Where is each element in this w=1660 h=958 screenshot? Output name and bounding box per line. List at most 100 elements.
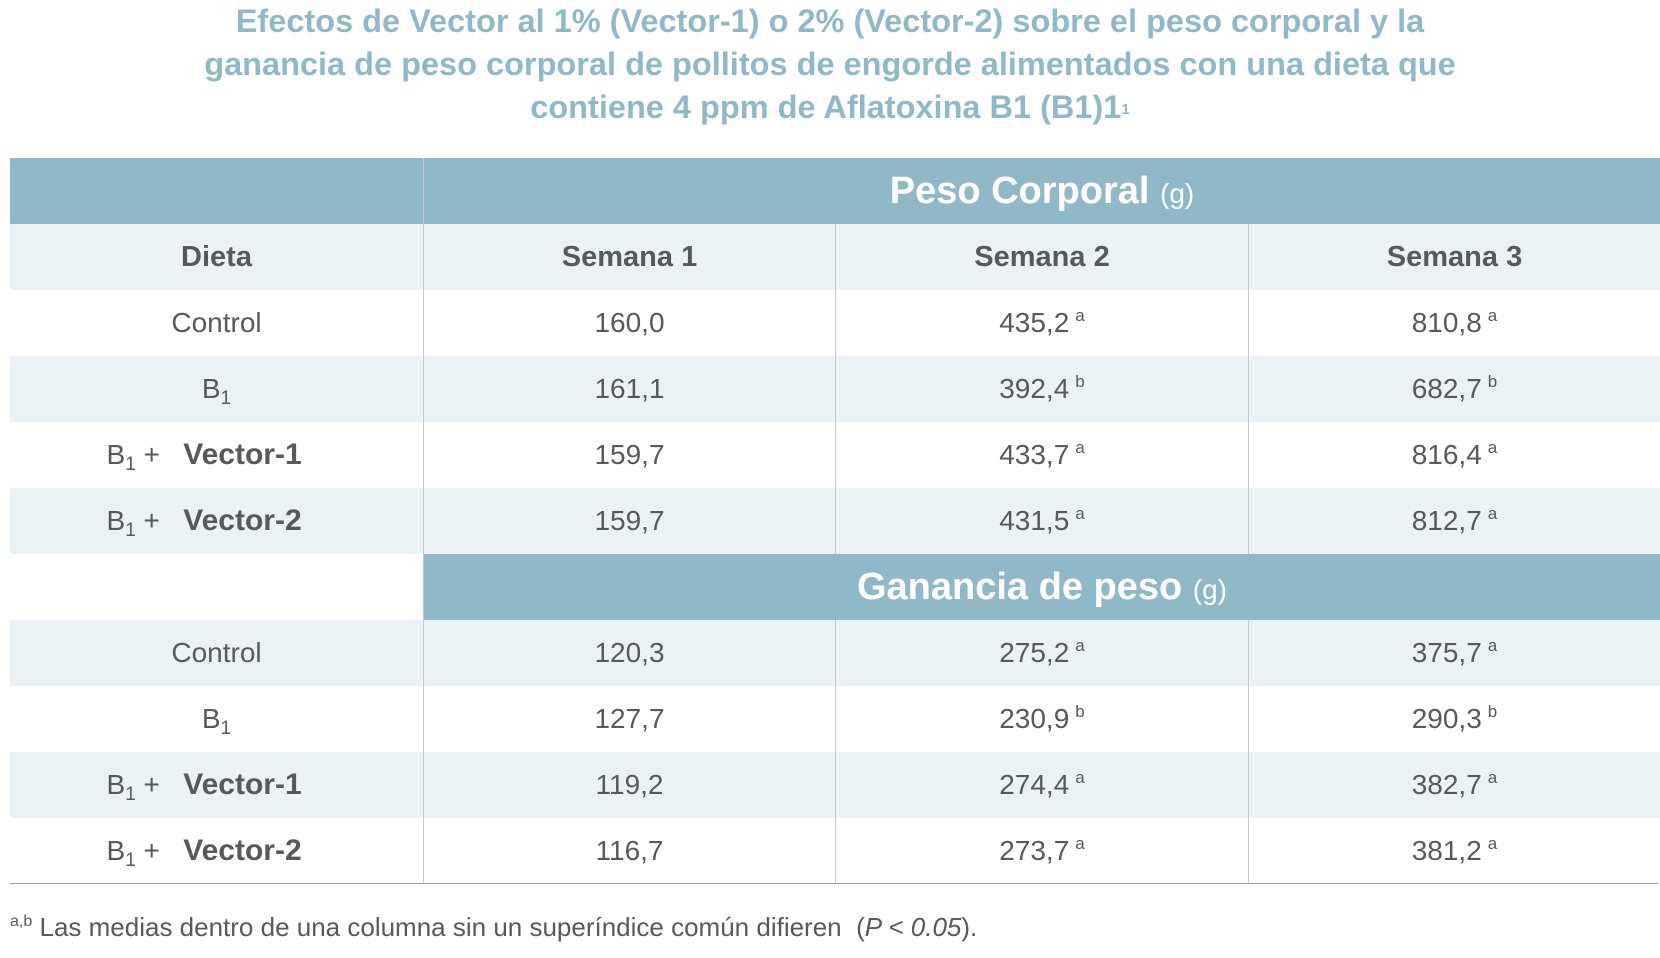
value: 392,4 — [999, 373, 1070, 404]
significance-letter: a — [1075, 636, 1085, 655]
diet-plus: + — [143, 769, 160, 800]
value: 273,7 — [999, 835, 1070, 866]
significance-letter: b — [1075, 702, 1085, 721]
table-row: B1 + Vector-2 159,7 431,5 a 812,7 a — [10, 488, 1660, 554]
diet-vector-name: Vector-1 — [183, 438, 302, 471]
diet-label-b1: B — [201, 373, 221, 404]
diet-vector-name: Vector-2 — [183, 834, 302, 867]
significance-letter: a — [1075, 834, 1085, 853]
value: 290,3 — [1411, 703, 1482, 734]
title-line-3: contiene 4 ppm de Aflatoxina B1 (B1)11 — [0, 86, 1660, 129]
diet-label-b1-vector-2: B1 + Vector-2 — [107, 818, 327, 888]
diet-b: B — [106, 835, 126, 866]
diet-cell: B1 + Vector-1 — [10, 752, 423, 818]
value-cell: 119,2 — [423, 752, 835, 818]
diet-subscript: 1 — [125, 520, 136, 541]
diet-label-b1-vector-2: B1 + Vector-2 — [107, 488, 327, 558]
value-cell: 120,3 — [423, 620, 835, 686]
column-header-row: Dieta Semana 1 Semana 2 Semana 3 — [10, 224, 1660, 290]
value: 381,2 — [1411, 835, 1482, 866]
column-header-week-3: Semana 3 — [1248, 224, 1660, 290]
table-row: B1 + Vector-1 119,2 274,4 a 382,7 a — [10, 752, 1660, 818]
diet-plus: + — [143, 505, 160, 536]
value-cell: 435,2 a — [835, 290, 1248, 356]
significance-letter: a — [1075, 768, 1085, 787]
value: 682,7 — [1411, 373, 1482, 404]
section-title-body-weight: Peso Corporal (g) — [423, 158, 1660, 224]
value-cell: 682,7 b — [1248, 356, 1660, 422]
value-cell: 161,1 — [423, 356, 835, 422]
value: 275,2 — [999, 637, 1070, 668]
footnote-paren-open: ( — [856, 912, 865, 942]
section-header-empty-cell — [10, 554, 423, 620]
significance-letter: a — [1487, 636, 1498, 655]
section-header-empty-cell — [10, 158, 423, 224]
significance-letter: a — [1075, 306, 1085, 325]
value: 435,2 — [999, 307, 1070, 338]
diet-subscript: 1 — [220, 718, 232, 739]
section-title-weight-gain: Ganancia de peso (g) — [423, 554, 1660, 620]
diet-label-b1-vector-1: B1 + Vector-1 — [107, 752, 327, 822]
diet-subscript: 1 — [125, 454, 136, 475]
value: 274,4 — [999, 769, 1070, 800]
diet-b: B — [106, 769, 126, 800]
footnote: a,b Las medias dentro de una columna sin… — [10, 910, 977, 949]
diet-subscript: 1 — [220, 388, 232, 409]
section-header-body-weight: Peso Corporal (g) — [10, 158, 1660, 224]
table-bottom-rule — [10, 883, 1658, 884]
value-cell: 273,7 a — [835, 818, 1248, 884]
diet-label-b1-vector-1: B1 + Vector-1 — [107, 422, 327, 492]
diet-b: B — [106, 505, 126, 536]
value-cell: 382,7 a — [1248, 752, 1660, 818]
diet-cell: B1 + Vector-2 — [10, 488, 423, 554]
diet-vector-name: Vector-2 — [183, 504, 302, 537]
column-header-diet: Dieta — [181, 241, 252, 273]
value: 812,7 — [1411, 505, 1482, 536]
footnote-statistic: P < 0.05 — [864, 912, 962, 942]
significance-letter: a — [1487, 438, 1498, 457]
significance-letter: a — [1487, 834, 1498, 853]
value-cell: 127,7 — [423, 686, 835, 752]
value: 433,7 — [999, 439, 1070, 470]
diet-cell: Control — [10, 290, 423, 356]
table-row: B1 161,1 392,4 b 682,7 b — [10, 356, 1660, 422]
table-row: Control 120,3 275,2 a 375,7 a — [10, 620, 1660, 686]
value-cell: 230,9 b — [835, 686, 1248, 752]
column-header-week-2: Semana 2 — [835, 224, 1248, 290]
diet-vector-name: Vector-1 — [183, 768, 302, 801]
significance-letter: b — [1487, 702, 1498, 721]
significance-letter: b — [1075, 372, 1085, 391]
value-cell: 116,7 — [423, 818, 835, 884]
title-line-2: ganancia de peso corporal de pollitos de… — [204, 46, 1456, 82]
diet-label-control: Control — [171, 307, 262, 338]
value-cell: 433,7 a — [835, 422, 1248, 488]
diet-label-b1: B — [201, 703, 221, 734]
diet-subscript: 1 — [125, 784, 136, 805]
value: 431,5 — [999, 505, 1070, 536]
significance-letter: b — [1487, 372, 1498, 391]
footnote-paren-close: ). — [961, 912, 978, 942]
table-row: B1 127,7 230,9 b 290,3 b — [10, 686, 1660, 752]
value-cell: 810,8 a — [1248, 290, 1660, 356]
table-row: Control 160,0 435,2 a 810,8 a — [10, 290, 1660, 356]
title-footnote-marker: 1 — [1121, 101, 1130, 118]
value-cell: 275,2 a — [835, 620, 1248, 686]
value: 230,9 — [999, 703, 1070, 734]
value: 816,4 — [1411, 439, 1482, 470]
table-row: B1 + Vector-2 116,7 273,7 a 381,2 a — [10, 818, 1660, 884]
significance-letter: a — [1487, 768, 1498, 787]
diet-plus: + — [143, 439, 160, 470]
footnote-text: Las medias dentro de una columna sin un … — [39, 912, 842, 942]
diet-cell: B1 — [10, 356, 423, 422]
value-cell: 290,3 b — [1248, 686, 1660, 752]
value-cell: 381,2 a — [1248, 818, 1660, 884]
significance-letter: a — [1487, 306, 1498, 325]
value-cell: 274,4 a — [835, 752, 1248, 818]
value: 382,7 — [1411, 769, 1482, 800]
value-cell: 431,5 a — [835, 488, 1248, 554]
diet-cell: Control — [10, 620, 423, 686]
diet-cell: B1 + Vector-2 — [10, 818, 423, 884]
value: 375,7 — [1411, 637, 1482, 668]
value-cell: 816,4 a — [1248, 422, 1660, 488]
section-header-weight-gain: Ganancia de peso (g) — [10, 554, 1660, 620]
